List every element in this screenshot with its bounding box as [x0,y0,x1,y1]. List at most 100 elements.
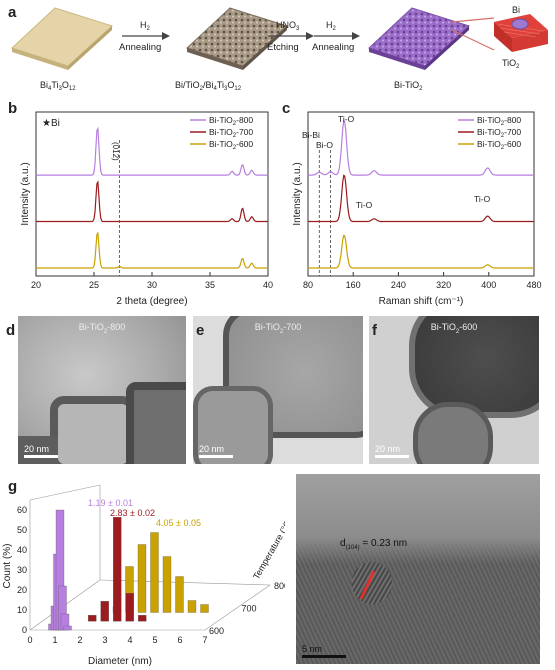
hrtem-image: d(104) = 0.23 nm 5 nm [296,474,540,664]
y-tick-label-4: 40 [17,545,27,555]
x-tick-label-1: 25 [89,280,99,290]
bar-800-6 [187,600,197,613]
x-tick-label-4: 40 [263,280,273,290]
series-line-Bi-TiO2-800 [36,126,268,176]
raman-y-axis-label: Intensity (a.u.) [292,162,303,225]
tem-label-600: Bi-TiO2-600 [430,322,478,335]
histogram-z-axis-label: Temperature (°C) [251,516,285,581]
legend-label-600: Bi-TiO2-600 [477,139,521,151]
legend-label-800: Bi-TiO2-800 [209,115,253,127]
bi-tio2-bi4ti3o12-plate [186,7,288,70]
bar-800-7 [200,604,209,613]
xrd-x-axis-label: 2 theta (degree) [116,296,187,307]
xrd-legend: Bi-TiO2-800 Bi-TiO2-700 Bi-TiO2-600 [190,115,253,151]
hrtem-vacuum [296,474,540,564]
tem-particle [18,436,58,464]
bar-700-1 [100,601,109,622]
xrd-series [36,126,268,269]
annotation-800: 4.05 ± 0.05 [156,518,201,528]
panel-letter-f: f [372,322,377,339]
raman-reference-lines [318,150,331,276]
tem-particle [126,382,186,464]
zoom-lines [451,17,495,51]
x-tick-label-5: 5 [152,635,157,645]
y-tick-label-1: 10 [17,605,27,615]
bar-700-3 [125,593,134,622]
annotation-600: 1.19 ± 0.01 [88,498,133,508]
panel-letter-g: g [8,478,18,495]
panel-letter-e: e [196,322,205,339]
x-tick-label-0: 0 [27,635,32,645]
panel-letter-b: b [8,100,18,117]
legend-label-800: Bi-TiO2-800 [477,115,521,127]
bar-800-5 [175,576,184,613]
x-tick-label-2: 2 [77,635,82,645]
tem-scale-700: 20 nm [199,444,233,458]
x-tick-label-1: 160 [346,280,361,290]
x-tick-label-2: 30 [147,280,157,290]
z-tick-label-1: 700 [242,604,257,614]
y-tick-label-5: 50 [17,525,27,535]
xrd-y-axis-label: Intensity (a.u.) [20,162,31,225]
histogram-x-axis-label: Diameter (nm) [88,656,152,667]
x-tick-label-3: 320 [436,280,451,290]
step2-process: Etching [267,42,299,53]
raman-bibi-label: Bi-Bi [302,130,320,140]
step-arrow-2 [268,32,314,40]
tem-image-700: Bi-TiO2-700 20 nm [193,316,363,464]
legend-label-700: Bi-TiO2-700 [209,127,253,139]
tem-scale-600: 20 nm [375,444,409,458]
series-line-Bi-TiO2-700 [36,180,268,223]
x-tick-label-0: 20 [31,280,41,290]
raman-tio-main-label: Ti-O [338,114,355,124]
bi4ti3o12-plate [11,7,113,70]
raman-x-ticks: 80 160 240 320 400 480 [303,272,542,290]
svg-text:H2: H2 [140,20,151,32]
bar-700-2 [113,517,122,622]
histogram-bars [48,509,209,631]
legend-label-700: Bi-TiO2-700 [477,127,521,139]
d-spacing-label: d(104) = 0.23 nm [340,538,408,551]
raman-chart: 80 160 240 320 400 480 Raman shift (cm⁻¹) Int… [292,111,542,307]
xrd-peak-label: (012) [111,142,120,161]
tem-particle [413,402,493,464]
x-tick-label-1: 1 [52,635,57,645]
material1-label: Bi4Ti3O12 [40,80,76,92]
tem-image-600: Bi-TiO2-600 20 nm [369,316,539,464]
histogram-y-axis-label: Count (%) [2,543,13,588]
tem-scale-800: 20 nm [24,444,58,458]
xrd-x-ticks: 20 25 30 35 40 [31,272,273,290]
tem-image-800: Bi-TiO2-800 20 nm [18,316,186,464]
tem-label-700: Bi-TiO2-700 [254,322,302,335]
panel-letter-c: c [282,100,291,117]
x-tick-label-0: 80 [303,280,313,290]
size-distribution-chart: 0 1 2 3 4 5 6 7 0 10 20 30 40 50 60 600 700 800 Diameter … [2,484,285,667]
svg-text:TiO2: TiO2 [502,58,520,70]
material3-label: Bi-TiO2 [394,80,423,92]
x-tick-label-6: 6 [177,635,182,645]
step3-gas: H [326,20,333,30]
raman-x-axis-label: Raman shift (cm⁻¹) [379,296,464,307]
x-tick-label-3: 35 [205,280,215,290]
raman-series [308,119,534,269]
bar-600-6 [63,625,72,631]
step2-gas: HNO [276,20,296,30]
bi-tio2-plate [368,7,470,70]
panel-letter-d: d [6,322,16,339]
x-tick-label-2: 240 [391,280,406,290]
x-tick-label-7: 7 [202,635,207,645]
series-line-Bi-TiO2-600 [36,231,268,269]
panel-letter-a: a [8,4,17,21]
svg-text:HNO3: HNO3 [276,20,300,32]
svg-text:H2: H2 [326,20,337,32]
series-line-Bi-TiO2-700 [308,174,534,223]
x-tick-label-4: 4 [127,635,132,645]
zoom-tio2-label: TiO [502,58,516,68]
raman-tio-400-label: Ti-O [474,194,491,204]
y-tick-label-2: 20 [17,585,27,595]
zoom-bi-label: Bi [512,5,520,15]
tem-label-800: Bi-TiO2-800 [78,322,126,335]
tem-particle [193,386,273,464]
y-tick-label-3: 30 [17,565,27,575]
step1-process: Annealing [119,42,161,53]
